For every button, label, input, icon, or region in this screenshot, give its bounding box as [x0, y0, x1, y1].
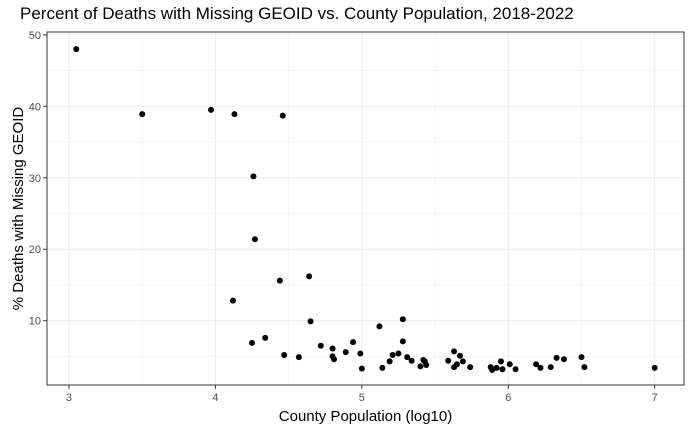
data-point	[342, 349, 349, 356]
data-point	[395, 350, 402, 357]
data-point	[497, 358, 504, 365]
data-point	[399, 316, 406, 323]
data-point	[493, 364, 500, 371]
data-point	[376, 323, 383, 330]
y-tick-label: 40	[29, 101, 41, 113]
data-point	[317, 342, 324, 349]
data-point	[399, 338, 406, 345]
y-tick-label: 50	[29, 30, 41, 42]
data-point	[417, 363, 424, 370]
data-point	[560, 356, 567, 363]
data-point	[512, 366, 519, 373]
data-point	[379, 364, 386, 371]
data-point	[231, 111, 238, 118]
data-point	[537, 364, 544, 371]
minor-gridlines	[47, 32, 684, 385]
data-point	[467, 364, 474, 371]
plot-panel-border	[46, 31, 685, 386]
data-point	[506, 361, 513, 368]
data-point	[499, 366, 506, 373]
data-point	[451, 348, 458, 355]
data-point	[281, 351, 288, 358]
data-point	[459, 358, 466, 365]
x-axis-ticks: 3 4 5 6 7	[66, 385, 658, 404]
x-tick-label: 5	[359, 392, 365, 404]
chart-title: Percent of Deaths with Missing GEOID vs.…	[20, 4, 574, 23]
data-point	[547, 364, 554, 371]
data-point	[454, 361, 461, 368]
y-tick-label: 10	[29, 316, 41, 328]
data-point	[533, 361, 540, 368]
data-point	[445, 357, 452, 364]
data-point	[350, 339, 357, 346]
data-point	[389, 351, 396, 358]
data-point	[208, 106, 215, 113]
data-point	[279, 112, 286, 119]
data-point	[408, 357, 415, 364]
data-point	[307, 318, 314, 325]
data-points	[73, 46, 658, 373]
data-point	[404, 354, 411, 361]
data-point	[331, 356, 338, 363]
data-point	[456, 352, 463, 359]
data-point	[329, 345, 336, 352]
x-tick-label: 4	[212, 392, 218, 404]
x-tick-label: 6	[505, 392, 511, 404]
data-point	[262, 334, 269, 341]
data-point	[578, 354, 585, 361]
data-point	[249, 339, 256, 346]
data-point	[581, 364, 588, 371]
y-tick-label: 30	[29, 173, 41, 185]
x-tick-label: 7	[652, 392, 658, 404]
data-point	[357, 350, 364, 357]
data-point	[553, 354, 560, 361]
data-point	[73, 46, 80, 53]
y-axis-ticks: 10 20 30 40 50	[29, 30, 47, 328]
x-tick-label: 3	[66, 392, 72, 404]
data-point	[295, 354, 302, 361]
data-point	[386, 358, 393, 365]
data-point	[276, 277, 283, 284]
x-axis-title: County Population (log10)	[279, 408, 452, 425]
data-point	[139, 111, 146, 118]
data-point	[251, 236, 258, 243]
data-point	[358, 365, 365, 372]
data-point	[250, 173, 257, 180]
data-point	[651, 364, 658, 371]
major-gridlines	[47, 32, 684, 385]
y-axis-title: % Deaths with Missing GEOID	[10, 107, 27, 311]
y-tick-label: 20	[29, 244, 41, 256]
data-point	[229, 297, 236, 304]
data-point	[423, 361, 430, 368]
data-point	[306, 273, 313, 280]
